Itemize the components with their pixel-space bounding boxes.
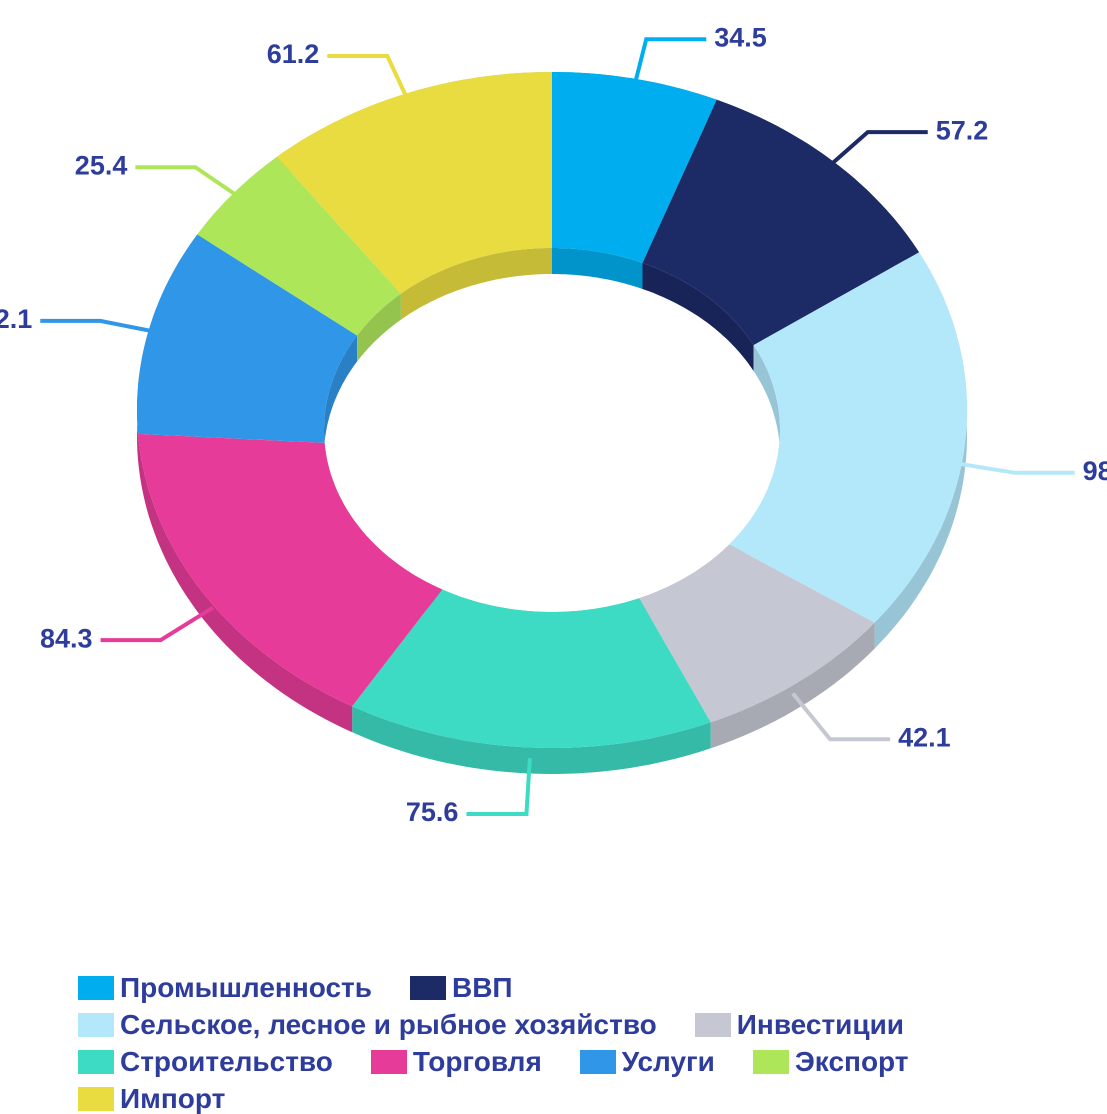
legend-label: Сельское, лесное и рыбное хозяйство: [120, 1009, 657, 1040]
legend-label: ВВП: [451, 972, 513, 1003]
legend-item: Промышленность: [78, 972, 372, 1003]
leader-line: [824, 130, 928, 171]
legend-item: Торговля: [370, 1046, 542, 1077]
legend-label: Инвестиции: [736, 1009, 905, 1040]
leader-line: [791, 692, 891, 742]
legend: Промышленность ВВП Сельское, лесное и рыбн…: [78, 972, 1063, 1114]
slice-inner-side: [324, 335, 358, 469]
slice-inner-side: [400, 248, 552, 320]
legend-swatch: [78, 1086, 114, 1111]
slice-side: [138, 433, 353, 733]
data-label: 52.1: [0, 304, 32, 334]
legend-swatch: [694, 1012, 731, 1037]
legend-item: Инвестиции: [694, 1009, 905, 1040]
leader-line: [40, 318, 162, 335]
chart: 34.5 57.2 98.5 42.1 75.6 84.3 52.1 25.4 61.2: [0, 22, 1107, 827]
tops: [137, 72, 967, 748]
legend-item: Импорт: [78, 1083, 225, 1114]
slice: [277, 72, 552, 294]
legend-swatch: [409, 975, 446, 1000]
legend-item: Сельское, лесное и рыбное хозяйство: [78, 1009, 657, 1040]
slice: [137, 234, 358, 443]
slice-side: [710, 622, 875, 749]
legend-swatch: [579, 1049, 616, 1074]
slice-side: [352, 706, 711, 774]
legend-item: Услуги: [579, 1046, 715, 1077]
data-label: 57.2: [936, 115, 989, 145]
legend-label: Промышленность: [120, 972, 372, 1003]
slice-inner-side: [642, 263, 754, 372]
slice: [642, 99, 919, 346]
leader-line: [631, 37, 707, 90]
slice-inner-side: [552, 248, 643, 289]
data-label: 34.5: [714, 22, 767, 52]
data-label: 84.3: [40, 623, 93, 653]
legend-label: Экспорт: [794, 1046, 909, 1077]
legend-label: Импорт: [120, 1083, 226, 1114]
legend-item: Строительство: [78, 1046, 333, 1077]
legend-label: Торговля: [412, 1046, 542, 1077]
data-label: 42.1: [898, 722, 951, 752]
slice: [729, 252, 967, 623]
slice-inner-side: [357, 293, 401, 362]
data-label: 61.2: [267, 39, 320, 69]
data-label: 25.4: [75, 150, 128, 180]
data-label: 75.6: [406, 797, 459, 827]
legend-item: Экспорт: [752, 1046, 909, 1077]
leader-line: [135, 165, 245, 202]
legend-item: ВВП: [409, 972, 513, 1003]
legend-swatch: [78, 1012, 114, 1037]
leader-line: [100, 605, 215, 643]
legend-label: Услуги: [621, 1046, 715, 1077]
legend-swatch: [78, 975, 114, 1000]
leader-line: [466, 758, 532, 816]
legend-swatch: [78, 1049, 114, 1074]
slice: [138, 433, 443, 707]
legend-swatch: [370, 1049, 407, 1074]
leader-line: [327, 53, 412, 105]
data-label: 98.5: [1083, 456, 1107, 486]
slice: [639, 544, 875, 723]
legend-label: Строительство: [120, 1046, 333, 1077]
slice-side: [874, 252, 967, 649]
slice: [352, 589, 711, 748]
slice: [197, 156, 401, 336]
leader-line: [952, 460, 1075, 475]
legend-swatch: [752, 1049, 789, 1074]
slice: [552, 72, 717, 263]
